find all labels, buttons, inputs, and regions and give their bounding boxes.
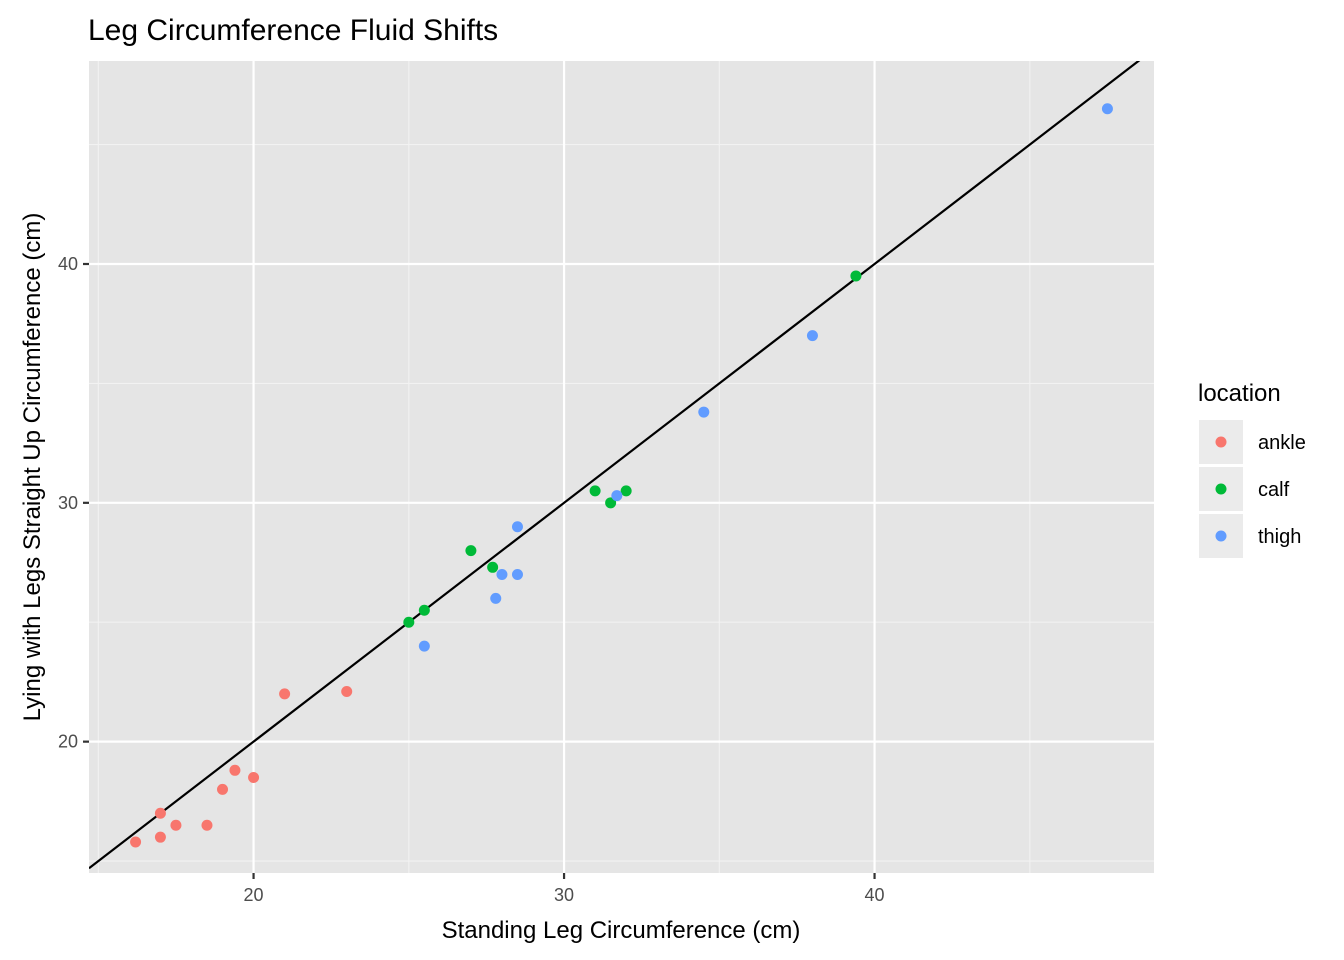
point-thigh bbox=[418, 640, 430, 652]
point-calf bbox=[487, 561, 499, 573]
point-calf bbox=[465, 545, 477, 557]
point-thigh bbox=[490, 592, 502, 604]
legend: location ankle calf thigh bbox=[1198, 380, 1306, 558]
point-ankle bbox=[248, 771, 260, 783]
point-calf bbox=[589, 485, 601, 497]
x-tick-label: 20 bbox=[244, 885, 264, 905]
plot-panel bbox=[89, 61, 1154, 873]
point-thigh bbox=[511, 521, 523, 533]
point-calf bbox=[403, 616, 415, 628]
point-ankle bbox=[130, 836, 142, 848]
legend-swatch-ankle bbox=[1215, 436, 1227, 448]
point-ankle bbox=[341, 685, 353, 697]
y-axis-title: Lying with Legs Straight Up Circumferenc… bbox=[19, 213, 46, 722]
point-thigh bbox=[698, 406, 710, 418]
point-ankle bbox=[229, 764, 241, 776]
point-thigh bbox=[511, 568, 523, 580]
legend-item-calf: calf bbox=[1199, 467, 1290, 511]
chart-title: Leg Circumference Fluid Shifts bbox=[88, 14, 498, 47]
reference-line-group bbox=[89, 61, 1141, 870]
x-axis-title: Standing Leg Circumference (cm) bbox=[442, 917, 801, 944]
legend-item-thigh: thigh bbox=[1199, 514, 1301, 558]
point-thigh bbox=[806, 330, 818, 342]
y-tick-label: 40 bbox=[58, 254, 78, 274]
point-calf bbox=[418, 604, 430, 616]
point-ankle bbox=[154, 807, 166, 819]
y-tick-label: 30 bbox=[58, 493, 78, 513]
point-calf bbox=[605, 497, 617, 509]
legend-swatch-calf bbox=[1215, 483, 1227, 495]
point-ankle bbox=[279, 688, 291, 700]
point-ankle bbox=[154, 831, 166, 843]
y-tick-label: 20 bbox=[58, 732, 78, 752]
point-ankle bbox=[201, 819, 213, 831]
x-tick-label: 30 bbox=[554, 885, 574, 905]
x-axis: 20 30 40 bbox=[244, 873, 885, 905]
legend-item-ankle: ankle bbox=[1199, 420, 1306, 464]
legend-label: thigh bbox=[1258, 526, 1301, 548]
point-calf bbox=[620, 485, 632, 497]
identity-reference-line bbox=[89, 61, 1141, 870]
point-ankle bbox=[217, 783, 229, 795]
legend-items: ankle calf thigh bbox=[1199, 420, 1306, 558]
legend-swatch-thigh bbox=[1215, 530, 1227, 542]
point-thigh bbox=[496, 568, 508, 580]
y-axis: 20 30 40 bbox=[58, 254, 89, 752]
x-tick-label: 40 bbox=[865, 885, 885, 905]
point-thigh bbox=[611, 490, 623, 502]
major-gridlines bbox=[89, 61, 1154, 873]
point-ankle bbox=[170, 819, 182, 831]
legend-label: calf bbox=[1258, 479, 1290, 501]
minor-gridlines bbox=[89, 61, 1154, 873]
point-calf bbox=[850, 270, 862, 282]
legend-title: location bbox=[1198, 380, 1281, 407]
legend-label: ankle bbox=[1258, 432, 1306, 454]
point-thigh bbox=[1101, 103, 1113, 115]
data-points bbox=[130, 103, 1113, 848]
